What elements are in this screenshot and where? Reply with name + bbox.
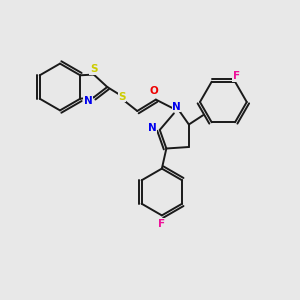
- Text: N: N: [148, 122, 157, 133]
- Text: F: F: [158, 218, 165, 229]
- Text: S: S: [118, 92, 126, 102]
- Text: N: N: [84, 96, 93, 106]
- Text: O: O: [150, 86, 159, 96]
- Text: F: F: [233, 71, 240, 81]
- Text: S: S: [90, 64, 98, 74]
- Text: N: N: [172, 102, 181, 112]
